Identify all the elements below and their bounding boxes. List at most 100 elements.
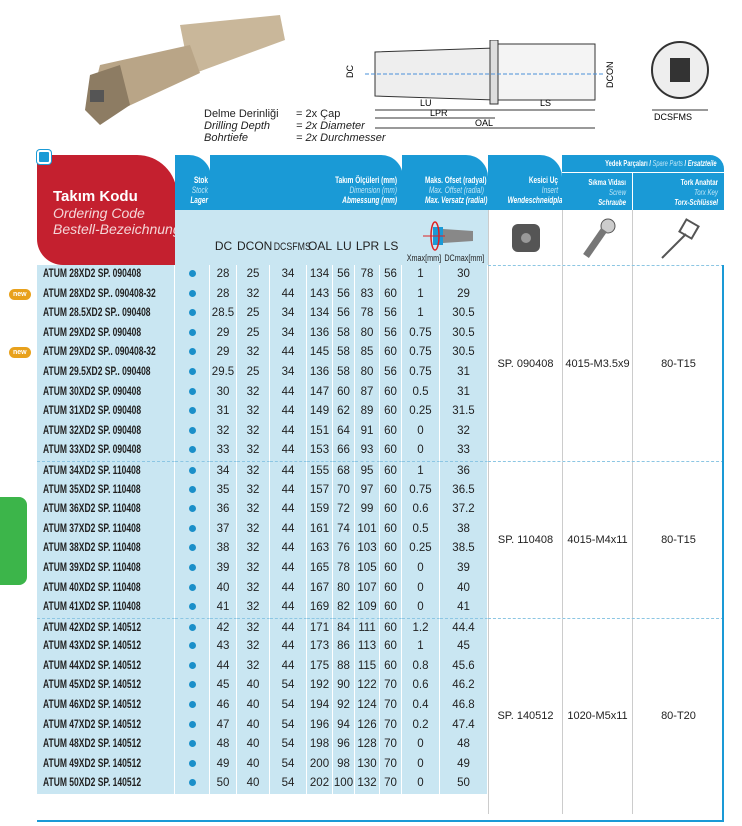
lu-value: 88 — [337, 659, 350, 672]
cell-lpr: 80 — [355, 362, 380, 383]
table-row[interactable]: ATUM 36XD2 SP. 110408 36 32 44 159 72 99 60 0.6 3… — [37, 500, 724, 520]
cell-ordering-code: ATUM 47XD2 SP. 140512 — [37, 715, 175, 736]
table-row[interactable]: ATUM 32XD2 SP. 090408 32 32 44 151 64 91 60 0 32 — [37, 421, 724, 442]
label-dcon: DCON — [605, 62, 615, 89]
header-de: Ersatzteile — [687, 159, 717, 168]
table-row[interactable]: ATUM 48XD2 SP. 140512 48 40 54 198 96 128 70 0 48 — [37, 735, 724, 755]
insert-part-number: SP. 110408 — [488, 462, 562, 618]
cell-dc: 30 — [210, 382, 237, 403]
header-tr: Maks. Ofset (radyal) — [424, 175, 487, 185]
lu-value: 72 — [337, 503, 350, 516]
cell-stock — [175, 519, 210, 540]
table-row[interactable]: ATUM 33XD2 SP. 090408 33 32 44 153 66 93 60 0 33 — [37, 441, 724, 461]
header-de: Wendeschneidplatte — [507, 195, 562, 205]
cell-dcon: 40 — [237, 715, 270, 736]
cell-oal: 143 — [307, 284, 333, 305]
ordering-code-value: ATUM 37XD2 SP. 110408 — [43, 522, 141, 535]
cell-lu: 80 — [333, 578, 355, 599]
table-row[interactable]: ATUM 35XD2 SP. 110408 35 32 44 157 70 97 60 0.75… — [37, 480, 724, 501]
cell-dc: 31 — [210, 402, 237, 422]
dcmax-value: 37.2 — [452, 503, 475, 516]
cell-dcsfms: 34 — [270, 304, 307, 324]
table-row[interactable]: ATUM 46XD2 SP. 140512 46 40 54 194 92 124 70 0.4… — [37, 696, 724, 716]
cell-dcsfms: 44 — [270, 637, 307, 657]
cell-lpr: 85 — [355, 343, 380, 363]
header-de: Schraube — [598, 197, 626, 207]
dcon-value: 25 — [246, 268, 260, 280]
xmax-value: 0 — [417, 561, 424, 574]
table-row[interactable]: new ATUM 29XD2 SP.. 090408-32 29 32 44 145 58 8… — [9, 343, 724, 363]
in-stock-dot-icon — [188, 642, 196, 650]
table-row[interactable]: ATUM 29.5XD2 SP.. 090408 29.5 25 34 136 58 80 5… — [37, 362, 724, 383]
table-row[interactable]: ATUM 47XD2 SP. 140512 47 40 54 196 94 126 70 0.2… — [37, 715, 724, 736]
cell-ordering-code: ATUM 44XD2 SP. 140512 — [37, 656, 175, 677]
ordering-code-value: ATUM 31XD2 SP. 090408 — [43, 405, 142, 418]
table-row[interactable]: ATUM 28.5XD2 SP.. 090408 28.5 25 34 134 56 78 5… — [37, 304, 724, 324]
in-stock-dot-icon — [188, 583, 196, 591]
table-row[interactable]: ATUM 44XD2 SP. 140512 44 32 44 175 88 115 60 0.8… — [37, 656, 724, 677]
cell-xmax: 1 — [402, 265, 440, 285]
dc-value: 49 — [216, 757, 230, 770]
cell-dcon: 40 — [237, 676, 270, 697]
cell-stock — [175, 539, 210, 559]
dcon-value: 25 — [246, 365, 260, 378]
table-row[interactable]: ATUM 42XD2 SP. 140512 42 32 44 171 84 111 60 1.2… — [37, 617, 724, 638]
cell-lu: 66 — [333, 441, 355, 461]
in-stock-dot-icon — [188, 779, 196, 787]
table-row[interactable]: ATUM 43XD2 SP. 140512 43 32 44 173 86 113 60 1 45 — [37, 637, 724, 657]
cell-lu: 56 — [333, 284, 355, 305]
dcsfms-value: 44 — [281, 659, 295, 672]
table-row[interactable]: ATUM 28XD2 SP. 090408 28 25 34 134 56 78 56 1 30 — [37, 265, 724, 285]
dcmax-value: 33 — [457, 444, 470, 457]
select-checkbox[interactable] — [37, 150, 51, 164]
dcsfms-value: 34 — [281, 307, 295, 320]
oal-value: 145 — [309, 346, 330, 359]
cell-dcmax: 30.5 — [440, 343, 488, 363]
spare-parts-group: SP. 110408 4015-M4x11 80-T15 — [488, 461, 724, 618]
cell-dcsfms: 44 — [270, 402, 307, 422]
table-row[interactable]: ATUM 29XD2 SP. 090408 29 25 34 136 58 80 56 0.75… — [37, 323, 724, 344]
header-tr: Stok — [193, 175, 208, 185]
cell-dcon: 25 — [237, 323, 270, 344]
table-row[interactable]: ATUM 31XD2 SP. 090408 31 32 44 149 62 89 60 0.25… — [37, 402, 724, 422]
table-row[interactable]: ATUM 39XD2 SP. 110408 39 32 44 165 78 105 60 0 39 — [37, 558, 724, 579]
cell-ls: 60 — [380, 421, 402, 442]
cell-dcon: 32 — [237, 519, 270, 540]
ls-value: 60 — [384, 561, 397, 574]
ls-value: 60 — [384, 346, 397, 359]
ls-value: 56 — [384, 326, 397, 339]
oal-value: 167 — [309, 581, 330, 594]
cell-dcon: 40 — [237, 774, 270, 795]
cell-xmax: 0 — [402, 578, 440, 599]
xmax-value: 0.5 — [412, 385, 429, 398]
table-row[interactable]: ATUM 40XD2 SP. 110408 40 32 44 167 80 107 60 0 40 — [37, 578, 724, 599]
table-row[interactable]: new ATUM 28XD2 SP.. 090408-32 28 32 44 143 56 8… — [9, 284, 724, 305]
table-row[interactable]: ATUM 34XD2 SP. 110408 34 32 44 155 68 95 60 1 36 — [37, 460, 724, 481]
cell-ordering-code: ATUM 28XD2 SP.. 090408-32 — [37, 284, 175, 305]
depth-value: = 2x Durchmesser — [296, 132, 386, 144]
cell-dcsfms: 44 — [270, 460, 307, 481]
header-tr: Sıkma Vidası — [588, 177, 626, 187]
in-stock-dot-icon — [188, 524, 196, 532]
section-tab[interactable] — [0, 497, 27, 585]
oal-value: 196 — [309, 718, 330, 731]
dcsfms-value: 54 — [281, 777, 295, 790]
ls-value: 60 — [384, 659, 397, 672]
table-row[interactable]: ATUM 38XD2 SP. 110408 38 32 44 163 76 103 60 0.2… — [37, 539, 724, 559]
table-row[interactable]: ATUM 41XD2 SP. 110408 41 32 44 169 82 109 60 0 41 — [37, 598, 724, 618]
table-row[interactable]: ATUM 37XD2 SP. 110408 37 32 44 161 74 101 60 0.5… — [37, 519, 724, 540]
oal-value: 134 — [309, 307, 330, 320]
table-row[interactable]: ATUM 30XD2 SP. 090408 30 32 44 147 60 87 60 0.5 3… — [37, 382, 724, 403]
lu-value: 82 — [337, 601, 350, 614]
table-row[interactable]: ATUM 50XD2 SP. 140512 50 40 54 202 100 132 70 0 5… — [37, 774, 724, 795]
dcon-value: 32 — [246, 561, 260, 574]
cell-lu: 88 — [333, 656, 355, 677]
oal-value: 175 — [309, 659, 330, 672]
table-row[interactable]: ATUM 49XD2 SP. 140512 49 40 54 200 98 130 70 0 49 — [37, 754, 724, 775]
cell-dcsfms: 34 — [270, 362, 307, 383]
cell-dcmax: 49 — [440, 754, 488, 775]
dcsfms-value: 34 — [281, 326, 295, 339]
table-row[interactable]: ATUM 45XD2 SP. 140512 45 40 54 192 90 122 70 0.6… — [37, 676, 724, 697]
ordering-code-value: ATUM 48XD2 SP. 140512 — [43, 738, 142, 751]
cell-ordering-code: ATUM 28.5XD2 SP.. 090408 — [37, 304, 175, 324]
